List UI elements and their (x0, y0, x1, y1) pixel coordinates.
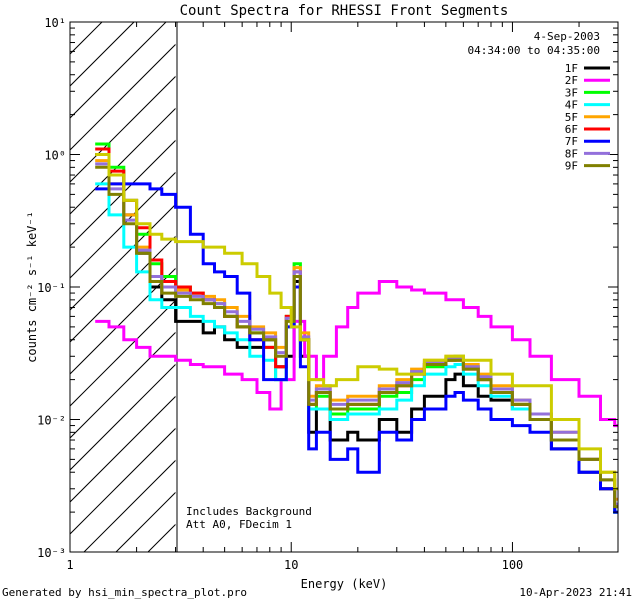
legend-date: 4-Sep-2003 (534, 30, 600, 43)
series-line-extra-9 (95, 153, 618, 491)
legend-time-range: 04:34:00 to 04:35:00 (468, 44, 600, 57)
y-tick-label: 10¹ (44, 16, 66, 30)
x-tick-label: 1 (66, 558, 73, 572)
legend-label-8f: 8F (565, 147, 578, 160)
hatch-line (70, 235, 176, 343)
series-line-5f (95, 159, 618, 501)
legend-label-7f: 7F (565, 135, 578, 148)
hatched-region (70, 22, 176, 552)
x-axis-label: Energy (keV) (301, 577, 388, 591)
hatch-line (70, 43, 176, 151)
legend-label-4f: 4F (565, 99, 578, 112)
annotation-attenuator: Att A0, FDecim 1 (186, 518, 292, 531)
hatch-line (70, 22, 135, 87)
y-tick-label: 10⁻² (37, 414, 66, 428)
hatch-line (70, 395, 176, 503)
hatch-line (70, 75, 176, 183)
legend-label-2f: 2F (565, 74, 578, 87)
hatch-line (70, 299, 176, 407)
x-tick-label: 100 (502, 558, 524, 572)
x-tick-label: 10 (284, 558, 298, 572)
series-line-8f (95, 162, 618, 506)
footer-timestamp: 10-Apr-2023 21:41 (519, 586, 632, 599)
hatch-line (83, 459, 176, 552)
y-axis-label: counts cm⁻² s⁻¹ keV⁻¹ (25, 211, 39, 363)
hatch-line (70, 22, 167, 119)
hatch-line (70, 107, 176, 215)
series-line-9f (95, 165, 618, 509)
series-line-7f (95, 182, 618, 514)
legend-label-9f: 9F (565, 160, 578, 173)
annotation-background: Includes Background (186, 505, 312, 518)
y-tick-label: 10⁰ (44, 149, 66, 163)
hatch-line (70, 203, 176, 311)
legend-label-1f: 1F (565, 62, 578, 75)
legend-label-6f: 6F (565, 123, 578, 136)
y-tick-label: 10⁻³ (37, 546, 66, 560)
footer-generated-by: Generated by hsi_min_spectra_plot.pro (2, 586, 247, 599)
series-line-2f (95, 280, 618, 428)
hatch-line (70, 363, 176, 471)
hatch-line (70, 427, 176, 535)
y-tick-label: 10⁻¹ (37, 281, 66, 295)
chart-title: Count Spectra for RHESSI Front Segments (180, 3, 509, 19)
legend-label-5f: 5F (565, 111, 578, 124)
legend-label-3f: 3F (565, 86, 578, 99)
